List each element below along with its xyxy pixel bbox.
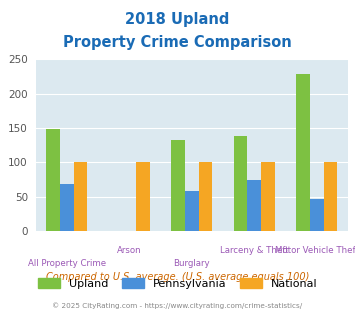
Text: Motor Vehicle Theft: Motor Vehicle Theft bbox=[275, 246, 355, 255]
Bar bbox=[171, 140, 185, 231]
Bar bbox=[198, 162, 212, 231]
Bar bbox=[234, 136, 247, 231]
Text: Arson: Arson bbox=[117, 246, 142, 255]
Legend: Upland, Pennsylvania, National: Upland, Pennsylvania, National bbox=[33, 273, 322, 293]
Bar bbox=[247, 180, 261, 231]
Bar bbox=[323, 162, 337, 231]
Bar bbox=[310, 199, 323, 231]
Bar bbox=[73, 162, 87, 231]
Bar bbox=[46, 129, 60, 231]
Text: All Property Crime: All Property Crime bbox=[28, 259, 106, 268]
Bar bbox=[136, 162, 150, 231]
Bar bbox=[296, 74, 310, 231]
Text: 2018 Upland: 2018 Upland bbox=[125, 12, 230, 26]
Bar bbox=[261, 162, 275, 231]
Text: Burglary: Burglary bbox=[173, 259, 210, 268]
Bar bbox=[185, 191, 198, 231]
Text: Larceny & Theft: Larceny & Theft bbox=[220, 246, 289, 255]
Text: Compared to U.S. average. (U.S. average equals 100): Compared to U.S. average. (U.S. average … bbox=[46, 272, 309, 282]
Text: © 2025 CityRating.com - https://www.cityrating.com/crime-statistics/: © 2025 CityRating.com - https://www.city… bbox=[53, 302, 302, 309]
Bar bbox=[60, 184, 73, 231]
Text: Property Crime Comparison: Property Crime Comparison bbox=[63, 35, 292, 50]
